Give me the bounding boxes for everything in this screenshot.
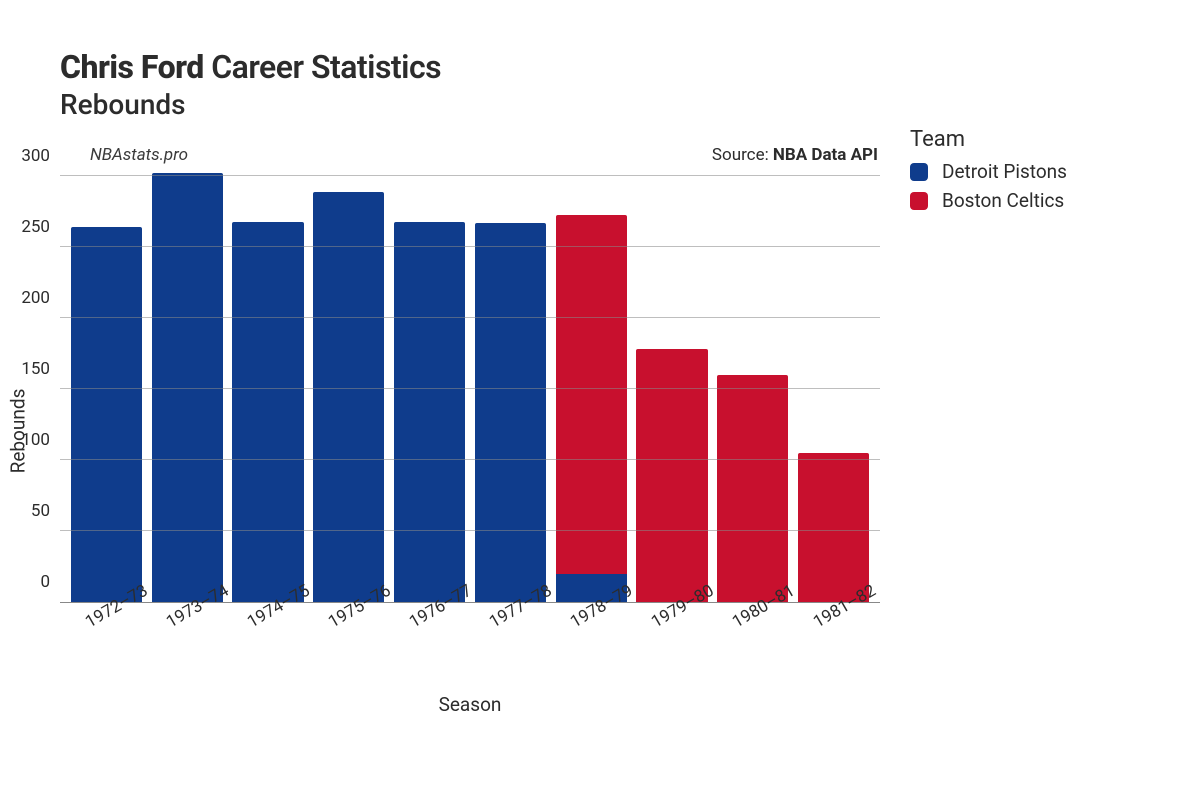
y-tick-label: 150 [21, 359, 50, 379]
bar-slot [389, 163, 470, 602]
bar [232, 222, 303, 602]
x-tick: 1979–80 [632, 603, 713, 683]
legend-swatch [910, 192, 928, 210]
bar [556, 215, 627, 602]
bar-slot [66, 163, 147, 602]
y-tick-label: 0 [40, 572, 50, 592]
bar-segment [717, 375, 788, 602]
x-tick: 1972–73 [66, 603, 147, 683]
bar [717, 375, 788, 602]
bar-segment [556, 215, 627, 574]
grid-line [60, 388, 880, 389]
x-ticks: 1972–731973–741974–751975–761976–771977–… [60, 603, 880, 683]
bar [313, 192, 384, 602]
chart-title: Chris Ford Career Statistics [60, 48, 1140, 86]
chart-card: Chris Ford Career Statistics Rebounds Re… [0, 0, 1200, 800]
bar [71, 227, 142, 602]
plot-region: 050100150200250300 [60, 163, 880, 603]
legend-title: Team [910, 127, 1067, 152]
bar [394, 222, 465, 602]
x-tick: 1973–74 [147, 603, 228, 683]
legend-swatch [910, 163, 928, 181]
x-tick: 1975–76 [308, 603, 389, 683]
legend: Team Detroit Pistons Boston Celtics [910, 127, 1067, 716]
bar-segment [313, 192, 384, 602]
legend-label: Detroit Pistons [942, 160, 1067, 183]
bar-slot [712, 163, 793, 602]
source-attribution: Source: NBA Data API [712, 145, 878, 165]
watermark-site: NBAstats.pro [90, 145, 188, 165]
bar [475, 223, 546, 602]
bars-layer [60, 163, 880, 602]
bar-segment [394, 222, 465, 602]
chart-subtitle: Rebounds [60, 88, 1140, 121]
chart-area: Rebounds NBAstats.pro Source: NBA Data A… [60, 145, 1140, 716]
x-tick: 1981–82 [793, 603, 874, 683]
bar-slot [228, 163, 309, 602]
legend-label: Boston Celtics [942, 189, 1064, 212]
legend-item: Detroit Pistons [910, 160, 1067, 183]
plot-column: Rebounds NBAstats.pro Source: NBA Data A… [60, 145, 880, 716]
bar-segment [232, 222, 303, 602]
legend-item: Boston Celtics [910, 189, 1067, 212]
bar-slot [308, 163, 389, 602]
grid-line [60, 175, 880, 176]
y-tick-label: 50 [31, 501, 50, 521]
grid-line [60, 530, 880, 531]
y-tick-label: 250 [21, 217, 50, 237]
bar-slot [147, 163, 228, 602]
x-tick: 1974–75 [228, 603, 309, 683]
player-name: Chris Ford [60, 48, 204, 86]
bar-segment [71, 227, 142, 602]
grid-line [60, 317, 880, 318]
title-suffix: Career Statistics [211, 48, 441, 86]
bar-slot [551, 163, 632, 602]
grid-line [60, 459, 880, 460]
source-name: NBA Data API [773, 145, 878, 165]
y-tick-label: 100 [21, 430, 50, 450]
title-block: Chris Ford Career Statistics Rebounds [60, 48, 1140, 121]
x-axis-label: Season [60, 693, 880, 716]
x-tick: 1976–77 [389, 603, 470, 683]
x-tick: 1980–81 [712, 603, 793, 683]
bar-segment [475, 223, 546, 602]
y-tick-label: 300 [21, 146, 50, 166]
x-tick: 1978–79 [551, 603, 632, 683]
y-tick-label: 200 [21, 288, 50, 308]
bar-slot [632, 163, 713, 602]
bar-slot [793, 163, 874, 602]
x-tick: 1977–78 [470, 603, 551, 683]
bar-segment [798, 453, 869, 602]
source-prefix: Source: [712, 145, 769, 165]
bar-slot [470, 163, 551, 602]
bar [798, 453, 869, 602]
grid-line [60, 246, 880, 247]
